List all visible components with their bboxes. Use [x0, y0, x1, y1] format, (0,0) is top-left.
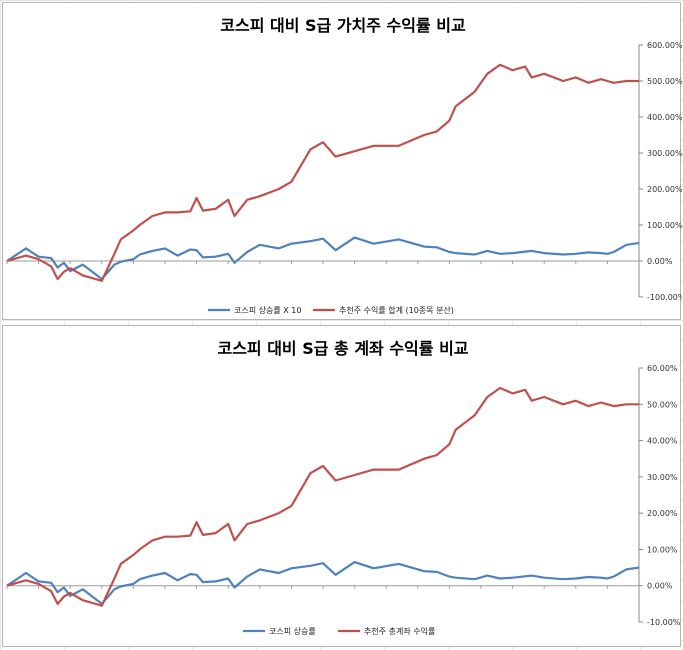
series-line-1: [6, 236, 640, 281]
chart-panel-value-stocks[interactable]: 코스피 대비 S급 가치주 수익률 비교 600.00% 500.00% 400.00…: [2, 2, 682, 320]
series-line-2: [6, 386, 639, 607]
y-tick-label: 500.00%: [647, 77, 682, 86]
y-tick-label: 30.00%: [647, 473, 678, 482]
y-tick-label: 50.00%: [647, 400, 678, 409]
chart-panel-total-account[interactable]: 코스피 대비 S급 총 계좌 수익률 비교 60.00% 50.00% 40.00% 3…: [2, 325, 681, 647]
y-tick-label: 400.00%: [647, 113, 682, 122]
series-line-1: [6, 561, 640, 605]
legend-label: 추천주 수익률 합계 (10종목 분산): [339, 305, 454, 315]
y-tick-label: 100.00%: [647, 221, 682, 230]
legend-label: 코스피 상승률: [269, 626, 316, 636]
y-tick-label: 40.00%: [647, 437, 678, 446]
chart-2-svg: 코스피 대비 S급 총 계좌 수익률 비교 60.00% 50.00% 40.00% 3…: [6, 339, 681, 636]
chart-1-svg: 코스피 대비 S급 가치주 수익률 비교 600.00% 500.00% 400.00…: [6, 16, 682, 315]
y-tick-label: 0.00%: [647, 257, 673, 266]
y-tick-label: 60.00%: [647, 364, 678, 373]
legend-label: 코스피 상승률 X 10: [234, 305, 301, 315]
chart-title: 코스피 대비 S급 총 계좌 수익률 비교: [217, 339, 468, 358]
y-tick-label: 10.00%: [647, 545, 678, 554]
chart-title: 코스피 대비 S급 가치주 수익률 비교: [220, 16, 466, 35]
series-line-2: [6, 63, 639, 282]
y-tick-label: 0.00%: [647, 582, 673, 591]
y-tick-label: -10.00%: [647, 618, 681, 627]
y-tick-label: 600.00%: [647, 41, 682, 50]
y-tick-label: 200.00%: [647, 185, 682, 194]
y-tick-label: 300.00%: [647, 149, 682, 158]
y-tick-label: -100.00%: [647, 293, 682, 302]
legend-label: 추천주 총계좌 수익률: [364, 626, 435, 636]
y-tick-label: 20.00%: [647, 509, 678, 518]
